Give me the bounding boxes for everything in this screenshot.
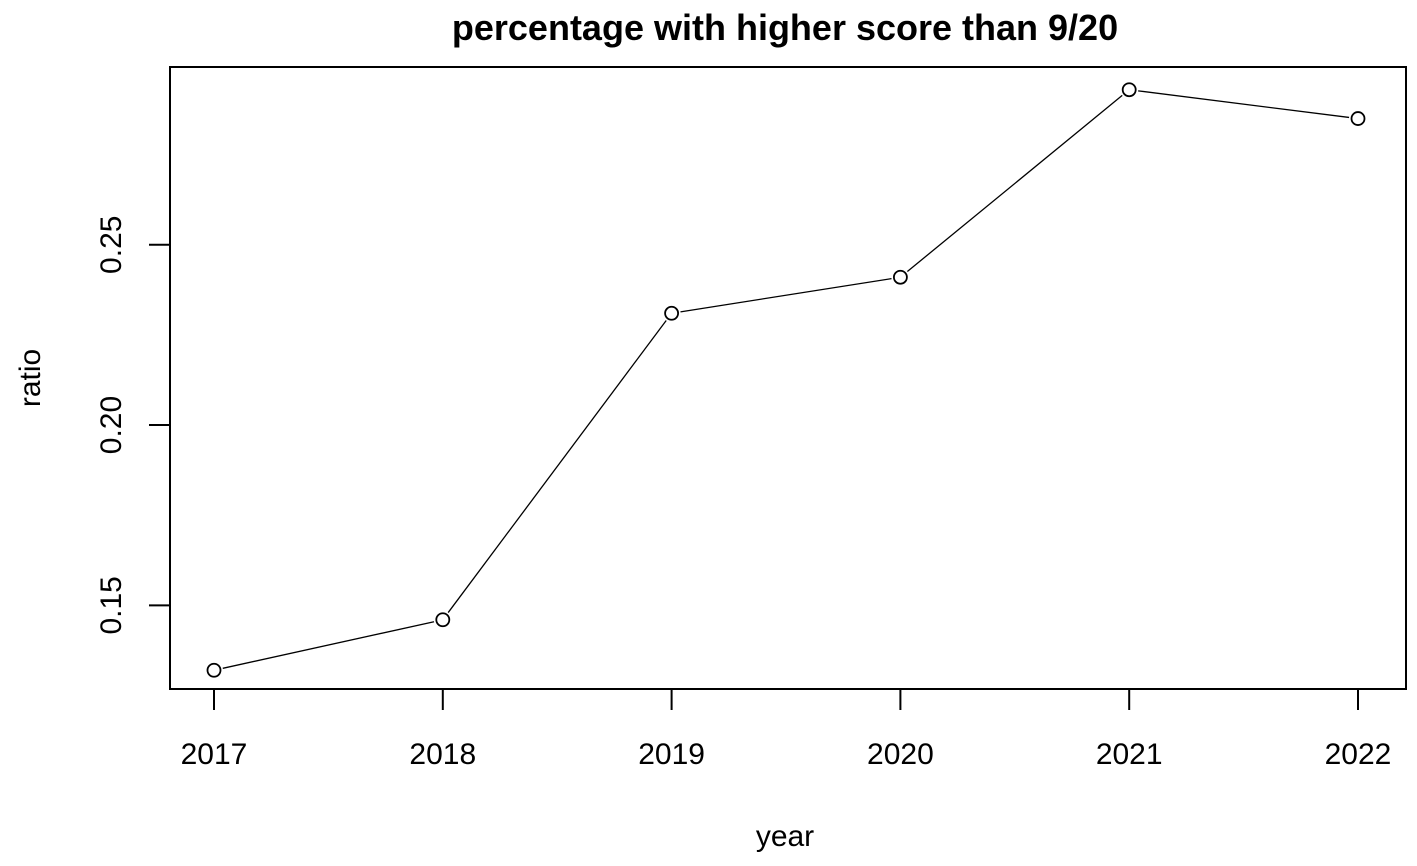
data-point bbox=[893, 269, 908, 285]
series-line-segment bbox=[447, 320, 667, 613]
x-axis: 2017 2018 2019 2020 2021 2022 bbox=[181, 688, 1392, 771]
x-axis-label: year bbox=[756, 820, 814, 853]
x-tick-label: 2020 bbox=[867, 738, 934, 771]
chart-title: percentage with higher score than 9/20 bbox=[452, 7, 1118, 48]
x-tick-label: 2019 bbox=[638, 738, 705, 771]
series-line-segment bbox=[906, 94, 1123, 273]
y-tick-label: 0.25 bbox=[95, 216, 128, 274]
y-axis-label: ratio bbox=[14, 349, 47, 407]
data-point bbox=[664, 305, 679, 321]
data-series bbox=[206, 82, 1366, 678]
data-point bbox=[1350, 111, 1366, 126]
x-tick-label: 2018 bbox=[409, 738, 476, 771]
x-tick-label: 2017 bbox=[181, 738, 248, 771]
data-point bbox=[206, 662, 222, 678]
y-tick-label: 0.20 bbox=[95, 396, 128, 454]
x-tick-label: 2021 bbox=[1096, 738, 1163, 771]
data-point bbox=[1121, 82, 1137, 98]
data-point bbox=[435, 612, 451, 628]
series-line-segment bbox=[222, 621, 435, 669]
y-axis: 0.15 0.20 0.25 bbox=[95, 216, 171, 635]
y-tick-label: 0.15 bbox=[95, 576, 128, 634]
plot-frame bbox=[169, 66, 1407, 690]
series-line-segment bbox=[1138, 90, 1350, 119]
series-line-segment bbox=[680, 277, 892, 313]
x-tick-label: 2022 bbox=[1325, 738, 1392, 771]
